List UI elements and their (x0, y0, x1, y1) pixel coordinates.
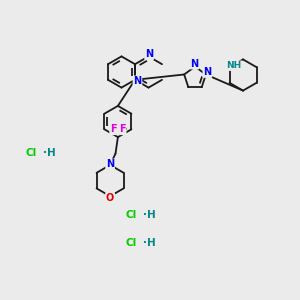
Text: O: O (106, 193, 114, 203)
Text: N: N (145, 49, 153, 59)
Text: ·H: ·H (143, 209, 156, 220)
Text: ·H: ·H (43, 148, 55, 158)
Text: Cl: Cl (126, 209, 137, 220)
Text: F: F (110, 124, 117, 134)
Text: Cl: Cl (26, 148, 37, 158)
Text: N: N (133, 76, 142, 86)
Text: N: N (106, 159, 114, 170)
Text: F: F (119, 124, 126, 134)
Text: Cl: Cl (126, 238, 137, 248)
Text: ·H: ·H (143, 238, 156, 248)
Text: N: N (203, 67, 211, 77)
Text: NH: NH (226, 61, 242, 70)
Text: N: N (190, 58, 199, 69)
